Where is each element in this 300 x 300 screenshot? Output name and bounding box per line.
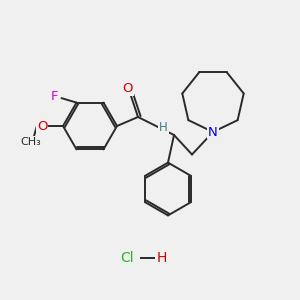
Text: O: O	[37, 119, 47, 133]
Text: Cl: Cl	[120, 251, 134, 265]
Text: N: N	[208, 125, 218, 139]
Text: H: H	[157, 251, 167, 265]
Text: O: O	[122, 82, 133, 95]
Text: F: F	[51, 90, 59, 103]
Text: H: H	[159, 121, 168, 134]
Text: CH₃: CH₃	[20, 137, 41, 147]
